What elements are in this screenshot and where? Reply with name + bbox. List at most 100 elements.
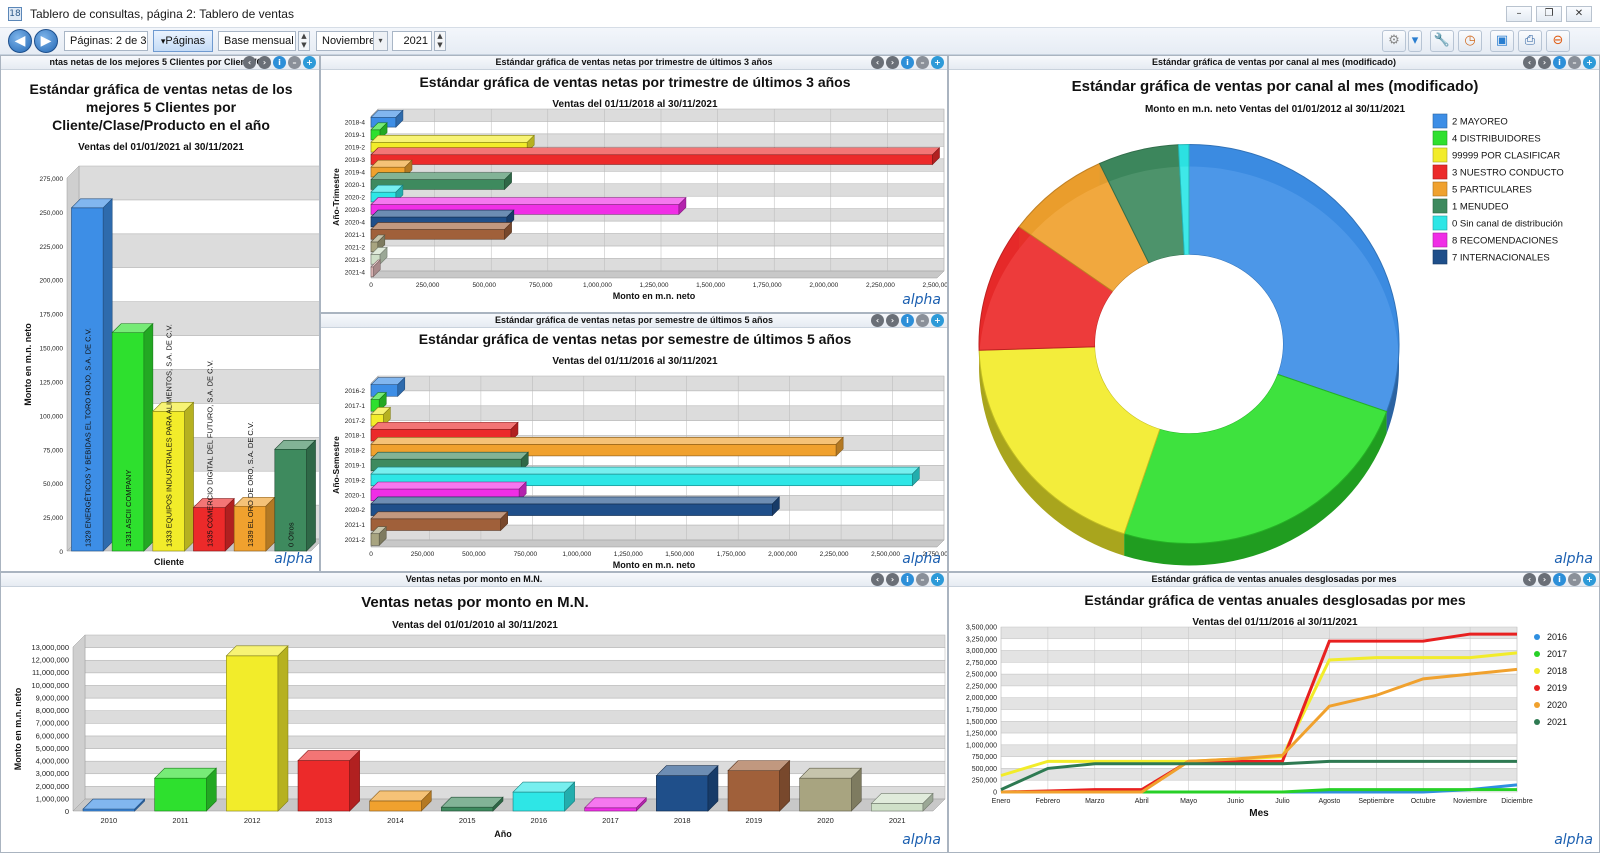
- add-icon[interactable]: +: [1583, 573, 1596, 586]
- restore-icon[interactable]: ❐: [1536, 6, 1562, 22]
- dropdown-arrow-icon[interactable]: ▾: [373, 32, 387, 50]
- y-tick-label: 2020-2: [345, 195, 366, 202]
- x-axis-label: Monto en m.n. neto: [613, 560, 696, 570]
- info-icon[interactable]: i: [901, 314, 914, 327]
- screenshot-icon[interactable]: ▣: [1490, 30, 1514, 52]
- next-icon[interactable]: ›: [886, 314, 899, 327]
- y-tick-label: 9,000,000: [36, 693, 69, 702]
- legend-marker: [1534, 668, 1540, 674]
- info-icon[interactable]: i: [1553, 56, 1566, 69]
- toolbar: ◀ ▶ Páginas: 2 de 3 ▾Páginas Base mensua…: [0, 28, 1600, 55]
- prev-icon[interactable]: ‹: [1523, 56, 1536, 69]
- x-tick-label: 2014: [387, 816, 404, 825]
- slice-side: [979, 350, 1125, 556]
- grid-band: [1000, 744, 1518, 757]
- add-icon[interactable]: +: [1583, 56, 1596, 69]
- y-tick-label: 1,750,000: [966, 707, 997, 714]
- next-icon[interactable]: ›: [886, 573, 899, 586]
- y-tick-label: 0: [59, 549, 63, 556]
- minimize-panel-icon[interactable]: –: [916, 314, 929, 327]
- info-icon[interactable]: i: [1553, 573, 1566, 586]
- chart-title: mejores 5 Clientes por: [86, 99, 237, 115]
- minimize-panel-icon[interactable]: –: [916, 56, 929, 69]
- report-type-spinner[interactable]: ▲ ▼: [298, 31, 310, 51]
- bar-side: [678, 196, 687, 216]
- info-icon[interactable]: i: [901, 573, 914, 586]
- report-type-select[interactable]: Base mensual: [218, 31, 296, 51]
- prev-icon[interactable]: ‹: [871, 56, 884, 69]
- next-icon[interactable]: ›: [258, 56, 271, 69]
- y-tick-label: 2021-1: [345, 522, 366, 529]
- panel-header: Estándar gráfica de ventas por canal al …: [949, 56, 1599, 70]
- bar-top: [370, 197, 687, 205]
- chart-subtitle: Ventas del 01/01/2021 al 30/11/2021: [78, 142, 244, 153]
- quarter-chart: Estándar gráfica de ventas netas por tri…: [331, 74, 947, 301]
- bar: [727, 770, 780, 812]
- minimize-panel-icon[interactable]: –: [916, 573, 929, 586]
- minimize-panel-icon[interactable]: –: [1568, 56, 1581, 69]
- x-tick-label: Diciembre: [1501, 798, 1533, 805]
- bar-top: [440, 796, 504, 808]
- exit-icon[interactable]: ⊖: [1546, 30, 1570, 52]
- add-icon[interactable]: +: [303, 56, 316, 69]
- prev-icon[interactable]: ‹: [871, 573, 884, 586]
- info-icon[interactable]: i: [901, 56, 914, 69]
- forward-arrow-icon[interactable]: ▶: [34, 29, 58, 53]
- grid-band: [84, 748, 946, 762]
- bar: [111, 332, 145, 552]
- bar-top: [82, 798, 146, 810]
- alpha-logo: alpha: [902, 292, 941, 308]
- x-tick-label: 0: [369, 551, 373, 558]
- x-axis-label: Año: [494, 829, 512, 839]
- series-line: [1000, 759, 1517, 792]
- chart-subtitle: Ventas del 01/11/2016 al 30/11/2021: [552, 356, 718, 367]
- bar-side: [772, 496, 780, 517]
- legend-swatch: [1432, 181, 1448, 197]
- close-icon[interactable]: ✕: [1566, 6, 1592, 22]
- year-spinner[interactable]: ▲ ▼: [434, 31, 446, 51]
- minimize-panel-icon[interactable]: –: [288, 56, 301, 69]
- print-icon[interactable]: ⎙: [1518, 30, 1542, 52]
- x-axis-label: Monto en m.n. neto: [613, 291, 696, 301]
- grid-band: [377, 390, 945, 407]
- back-arrow-icon[interactable]: ◀: [8, 29, 32, 53]
- legend-label: 4 DISTRIBUIDORES: [1452, 134, 1541, 145]
- y-tick-label: 3,500,000: [966, 625, 997, 632]
- add-icon[interactable]: +: [931, 573, 944, 586]
- chevron-down-icon[interactable]: ▾: [1408, 30, 1422, 52]
- x-tick-label: 2018: [674, 816, 691, 825]
- info-icon[interactable]: i: [273, 56, 286, 69]
- add-icon[interactable]: +: [931, 56, 944, 69]
- gear-icon[interactable]: ⚙: [1382, 30, 1406, 52]
- month-select[interactable]: Noviembre ▾: [316, 31, 388, 51]
- pages-button[interactable]: ▾Páginas: [153, 30, 213, 52]
- next-icon[interactable]: ›: [1538, 573, 1551, 586]
- next-icon[interactable]: ›: [1538, 56, 1551, 69]
- legend-label: 2021: [1547, 717, 1567, 727]
- prev-icon[interactable]: ‹: [1523, 573, 1536, 586]
- prev-icon[interactable]: ‹: [871, 314, 884, 327]
- bar-top: [512, 781, 576, 793]
- bar-side: [932, 147, 940, 166]
- bar-side: [134, 798, 145, 812]
- x-tick-label: 1,000,000: [562, 551, 591, 558]
- minimize-panel-icon[interactable]: –: [1568, 573, 1581, 586]
- panel-controls: ‹ › i – +: [243, 56, 316, 69]
- next-icon[interactable]: ›: [886, 56, 899, 69]
- x-tick-label: 1,500,000: [665, 551, 694, 558]
- bar-top: [370, 436, 844, 445]
- minimize-icon[interactable]: –: [1506, 6, 1532, 22]
- year-input[interactable]: 2021: [392, 31, 432, 51]
- bar: [152, 410, 185, 552]
- prev-icon[interactable]: ‹: [243, 56, 256, 69]
- clock-icon[interactable]: ◷: [1458, 30, 1482, 52]
- category-label: 1335 COMERCIO DIGITAL DEL FUTURO, S.A. D…: [205, 360, 214, 547]
- add-icon[interactable]: +: [931, 314, 944, 327]
- y-tick-label: 3,000,000: [36, 769, 69, 778]
- y-tick-label: 200,000: [40, 278, 64, 285]
- bar: [370, 154, 933, 165]
- wrench-icon[interactable]: 🔧: [1430, 30, 1454, 52]
- bar: [871, 803, 924, 812]
- grid-band: [1000, 685, 1518, 698]
- title-bar: 18 Tablero de consultas, página 2: Table…: [0, 0, 1600, 28]
